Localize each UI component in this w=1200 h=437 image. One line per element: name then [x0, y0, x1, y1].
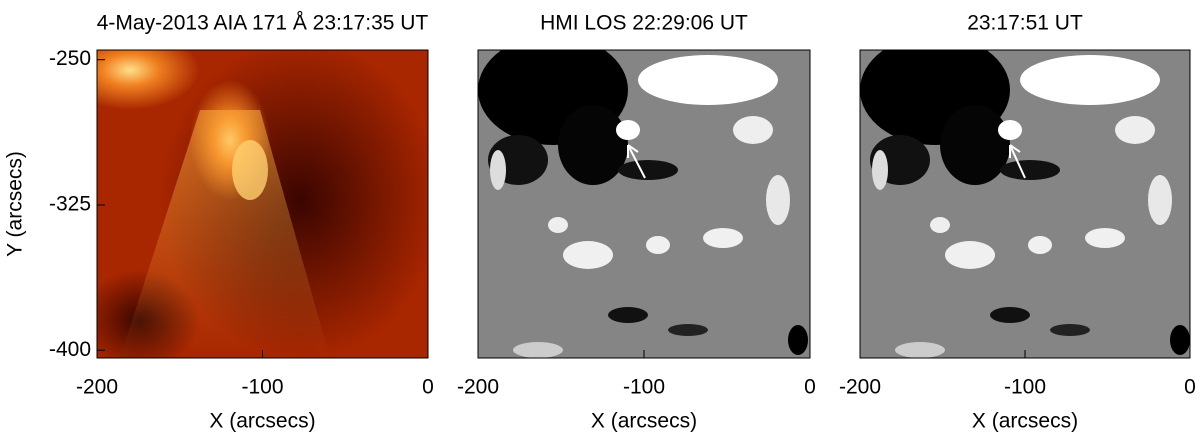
arrow [1009, 144, 1026, 179]
aia-image [97, 50, 428, 358]
panel-title: HMI LOS 22:29:06 UT [540, 12, 748, 35]
y-axis-label: Y (arcsecs) [4, 151, 27, 257]
x-tick-label: -200 [457, 376, 499, 399]
x-tick-label: 0 [1184, 376, 1196, 399]
x-axis-label: X (arcsecs) [972, 410, 1078, 433]
x-tick-label: -200 [76, 376, 118, 399]
y-tick-label: -400 [49, 338, 91, 361]
y-tick-label: -250 [49, 47, 91, 70]
x-tick-label: 0 [804, 376, 816, 399]
panel-title: 4-May-2013 AIA 171 Å 23:17:35 UT [97, 12, 429, 35]
x-tick-label: -200 [839, 376, 881, 399]
x-tick-label: -100 [623, 376, 665, 399]
x-axis-label: X (arcsecs) [209, 410, 315, 433]
y-tick-label: -325 [49, 193, 91, 216]
x-axis-label: X (arcsecs) [591, 410, 697, 433]
x-tick-label: -100 [1004, 376, 1046, 399]
panel-title: 23:17:51 UT [967, 12, 1083, 35]
hmi-image [860, 50, 1190, 358]
x-tick-label: 0 [422, 376, 434, 399]
x-tick-label: -100 [241, 376, 283, 399]
arrow [627, 144, 646, 179]
hmi-image [478, 50, 810, 358]
